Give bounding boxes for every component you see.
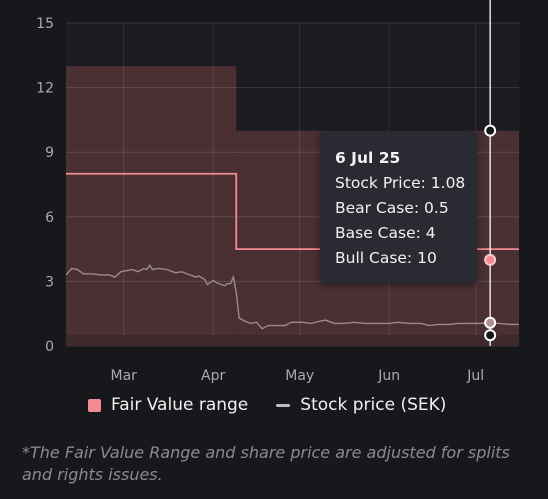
y-tick-label-1: 3 [45, 274, 54, 290]
stock-price-swatch [276, 403, 291, 407]
bear-case-marker [484, 329, 497, 342]
x-tick-label-1: Apr [201, 368, 225, 384]
tooltip-stock-price: Stock Price: 1.08 [335, 174, 466, 192]
tooltip-base-case: Base Case: 4 [335, 224, 436, 242]
legend-stock-price[interactable]: Stock price (SEK) [276, 395, 446, 415]
adjustment-footnote: *The Fair Value Range and share price ar… [22, 443, 510, 484]
tooltip-bear-case: Bear Case: 0.5 [335, 199, 449, 217]
x-tick-label-3: Jun [377, 368, 400, 384]
y-tick-label-4: 12 [36, 81, 54, 97]
hover-tooltip: 6 Jul 25 Stock Price: 1.08 Bear Case: 0.… [320, 131, 477, 283]
stock-price-line [65, 263, 519, 330]
base-case-marker [484, 253, 497, 266]
tooltip-bull-case: Bull Case: 10 [335, 249, 437, 267]
tooltip-date: 6 Jul 25 [335, 149, 401, 167]
legend-fair-value-label: Fair Value range [111, 395, 249, 415]
x-tick-label-0: Mar [110, 368, 137, 384]
x-tick-label-2: May [285, 368, 314, 384]
y-tick-label-3: 9 [45, 145, 54, 161]
chart-legend: Fair Value range Stock price (SEK) [88, 395, 474, 415]
bear-case-band [66, 335, 519, 346]
fair-value-band-0 [66, 66, 237, 336]
bull-case-marker [484, 124, 497, 137]
y-tick-label-2: 6 [45, 210, 54, 226]
y-tick-label-0: 0 [45, 339, 54, 355]
legend-fair-value-range[interactable]: Fair Value range [88, 395, 248, 415]
stock-price-marker [484, 316, 497, 329]
fair-value-swatch [88, 398, 101, 412]
y-tick-label-5: 15 [36, 16, 54, 32]
legend-stock-price-label: Stock price (SEK) [300, 395, 447, 415]
x-tick-label-4: Jul [466, 368, 484, 384]
